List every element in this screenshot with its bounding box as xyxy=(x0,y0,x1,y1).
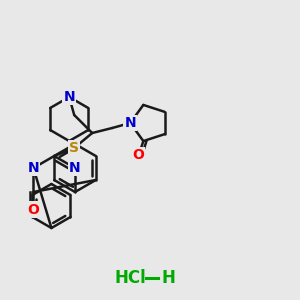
Text: H: H xyxy=(161,269,175,287)
Text: S: S xyxy=(69,141,79,155)
Text: O: O xyxy=(132,148,144,162)
Text: N: N xyxy=(28,161,39,175)
Text: N: N xyxy=(63,90,75,104)
Text: O: O xyxy=(28,202,39,217)
Text: N: N xyxy=(69,161,81,175)
Text: HCl: HCl xyxy=(114,269,146,287)
Text: N: N xyxy=(124,116,136,130)
